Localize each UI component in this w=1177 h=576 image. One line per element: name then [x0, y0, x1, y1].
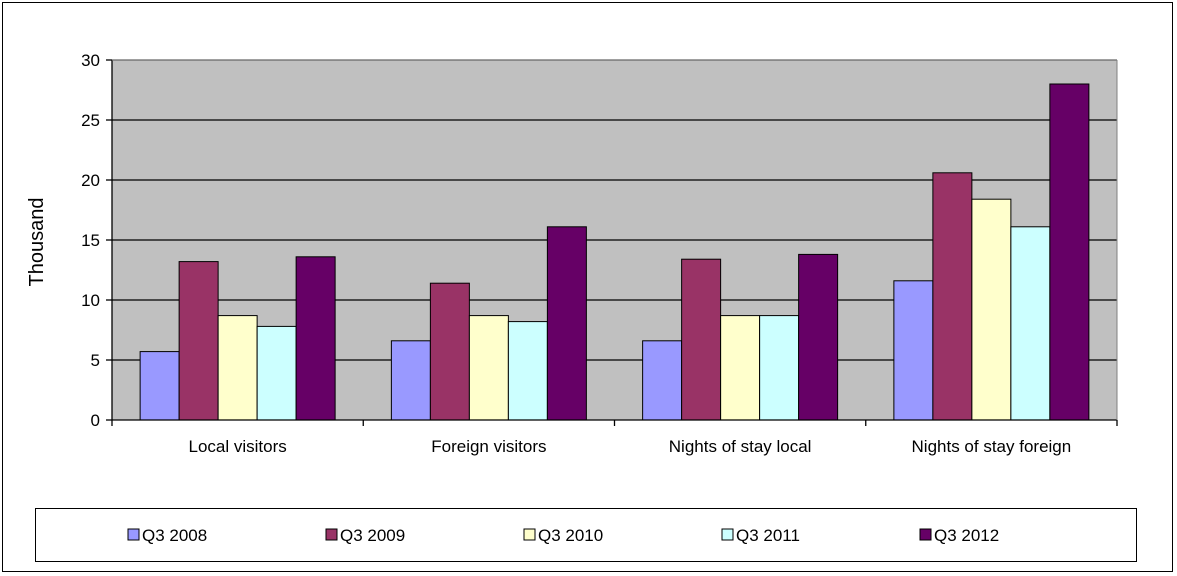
legend-swatch [523, 528, 536, 541]
bar-q3-2009-4 [932, 172, 973, 421]
legend-label: Q3 2012 [934, 526, 999, 545]
x-tick-label: Local visitors [188, 437, 286, 456]
legend-label: Q3 2011 [736, 526, 800, 545]
x-tick-labels: Local visitors Foreign visitors Nights of … [188, 437, 1071, 456]
legend-label: Q3 2008 [142, 526, 207, 545]
legend-item: Q3 2010 [523, 526, 603, 545]
legend-item: Q3 2011 [721, 526, 800, 545]
bar-q3-2012-2 [546, 226, 587, 421]
bars-group [139, 83, 1090, 421]
x-tick-label: Foreign visitors [431, 437, 546, 456]
y-tick-label: 15 [81, 231, 100, 250]
bar-q3-2012-1 [295, 256, 336, 421]
y-tick-label: 0 [91, 411, 100, 430]
x-tick-label: Nights of stay local [669, 437, 812, 456]
legend-swatch [721, 528, 734, 541]
legend-item: Q3 2008 [127, 526, 207, 545]
bar-q3-2010-4 [971, 198, 1012, 421]
bar-q3-2011-1 [256, 325, 297, 421]
bar-q3-2008-2 [390, 340, 431, 421]
legend-item: Q3 2009 [325, 526, 405, 545]
bar-q3-2012-3 [798, 253, 839, 421]
y-axis-label: Thousand [26, 198, 48, 287]
y-tick-label: 10 [81, 291, 100, 310]
bar-q3-2009-2 [429, 282, 470, 421]
legend-label: Q3 2009 [340, 526, 405, 545]
bar-q3-2009-3 [681, 258, 722, 421]
bar-q3-2010-1 [217, 315, 258, 421]
bar-q3-2009-1 [178, 261, 219, 421]
bar-q3-2008-3 [642, 340, 683, 421]
legend: Q3 2008 Q3 2009 Q3 2010 Q3 2011 Q3 2012 [35, 508, 1137, 562]
bar-q3-2008-4 [893, 280, 934, 421]
x-tick-label: Nights of stay foreign [912, 437, 1072, 456]
axes-group [106, 59, 1118, 426]
legend-label: Q3 2010 [538, 526, 603, 545]
y-tick-label: 30 [81, 51, 100, 70]
legend-swatch [325, 528, 338, 541]
bar-q3-2008-1 [139, 351, 180, 421]
bar-q3-2011-3 [759, 315, 800, 421]
bar-q3-2010-2 [468, 315, 509, 421]
bar-q3-2010-3 [720, 315, 761, 421]
y-tick-label: 20 [81, 171, 100, 190]
legend-swatch [127, 528, 140, 541]
y-tick-label: 5 [91, 351, 100, 370]
bar-q3-2012-4 [1049, 83, 1090, 421]
bar-q3-2011-2 [507, 321, 548, 421]
y-tick-label: 25 [81, 111, 100, 130]
y-tick-labels: 0 5 10 15 20 25 30 [81, 51, 100, 430]
legend-item: Q3 2012 [919, 526, 999, 545]
legend-items: Q3 2008 Q3 2009 Q3 2010 Q3 2011 Q3 2012 [127, 526, 999, 545]
bar-q3-2011-4 [1010, 226, 1051, 421]
legend-swatch [919, 528, 932, 541]
